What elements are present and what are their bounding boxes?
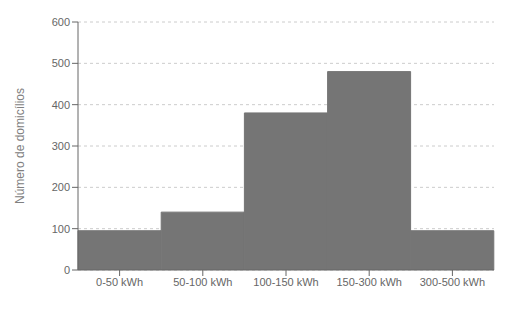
- svg-text:150-300 kWh: 150-300 kWh: [336, 276, 401, 288]
- svg-text:500: 500: [52, 57, 70, 69]
- svg-text:200: 200: [52, 181, 70, 193]
- svg-text:100-150 kWh: 100-150 kWh: [253, 276, 318, 288]
- svg-text:0-50 kWh: 0-50 kWh: [96, 276, 143, 288]
- svg-text:100: 100: [52, 223, 70, 235]
- svg-text:Número de domicílios: Número de domicílios: [13, 88, 27, 204]
- svg-text:300-500 kWh: 300-500 kWh: [420, 276, 485, 288]
- svg-text:400: 400: [52, 99, 70, 111]
- svg-text:50-100 kWh: 50-100 kWh: [173, 276, 232, 288]
- svg-text:300: 300: [52, 140, 70, 152]
- svg-text:0: 0: [64, 264, 70, 276]
- svg-text:600: 600: [52, 16, 70, 28]
